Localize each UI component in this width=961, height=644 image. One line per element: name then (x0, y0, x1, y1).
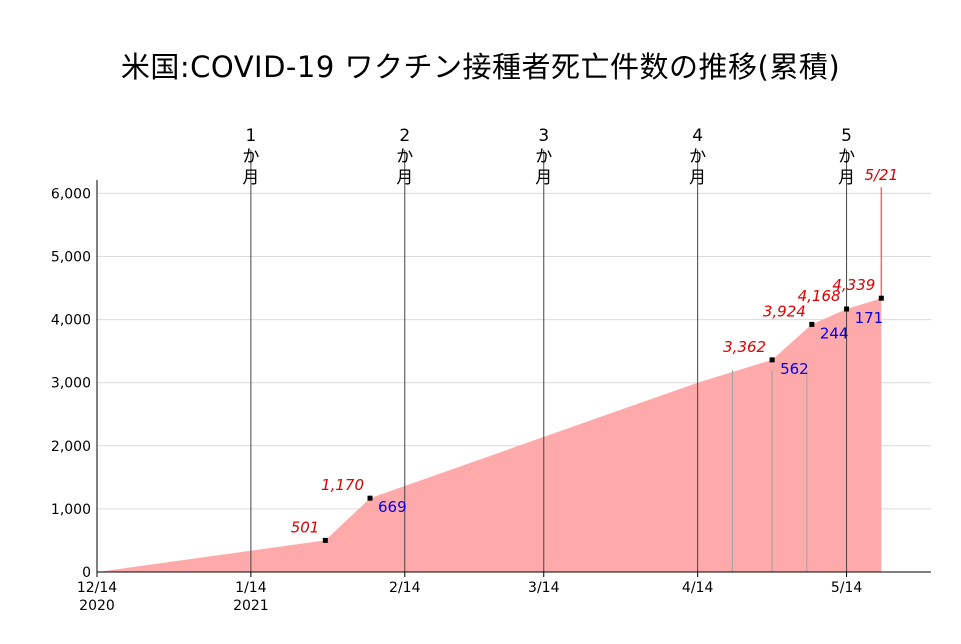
x-tick-label: 12/14 (77, 580, 117, 596)
month-label-char: 5 (841, 126, 852, 146)
chart-title: 米国:COVID-19 ワクチン接種者死亡件数の推移(累積) (120, 50, 841, 84)
increment-label: 669 (378, 498, 407, 516)
cumulative-label: 3,924 (763, 302, 806, 320)
x-tick-year-label: 2021 (233, 598, 269, 614)
cumulative-label: 3,362 (723, 338, 766, 356)
data-point (809, 321, 815, 327)
month-label-char: か (838, 147, 855, 167)
y-tick-label: 0 (82, 565, 91, 581)
cumulative-label: 4,339 (832, 276, 875, 294)
month-label-char: 4 (692, 126, 703, 146)
increment-label: 244 (820, 324, 849, 342)
data-point (322, 537, 328, 543)
month-label-char: 2 (399, 126, 410, 146)
latest-date-label: 5/21 (864, 166, 898, 184)
month-label-char: 月 (242, 168, 259, 188)
increment-label: 562 (780, 360, 809, 378)
data-point (844, 306, 850, 312)
increment-label: 171 (855, 309, 884, 327)
y-tick-label: 5,000 (51, 250, 91, 266)
month-label-char: か (242, 147, 259, 167)
month-label-char: 月 (689, 168, 706, 188)
month-label-char: 1 (245, 126, 256, 146)
month-label-char: 月 (535, 168, 552, 188)
y-tick-label: 3,000 (51, 376, 91, 392)
y-tick-label: 6,000 (51, 186, 91, 202)
data-point (769, 357, 775, 363)
cumulative-label: 501 (291, 518, 320, 536)
data-point (878, 295, 884, 301)
data-point (367, 495, 373, 501)
x-tick-label: 2/14 (389, 580, 421, 596)
y-tick-label: 4,000 (51, 313, 91, 329)
x-tick-label: 1/14 (235, 580, 267, 596)
y-tick-label: 2,000 (51, 439, 91, 455)
x-tick-label: 3/14 (528, 580, 560, 596)
month-label-char: 月 (838, 168, 855, 188)
month-label-char: か (689, 147, 706, 167)
cumulative-label: 4,168 (798, 287, 841, 305)
x-tick-year-label: 2020 (79, 598, 115, 614)
month-label-char: か (535, 147, 552, 167)
month-label-char: か (396, 147, 413, 167)
month-label-char: 月 (396, 168, 413, 188)
y-tick-label: 1,000 (51, 502, 91, 518)
month-label-char: 3 (538, 126, 549, 146)
x-tick-label: 4/14 (682, 580, 714, 596)
cumulative-area (97, 298, 882, 572)
cumulative-label: 1,170 (321, 476, 364, 494)
x-tick-label: 5/14 (831, 580, 863, 596)
